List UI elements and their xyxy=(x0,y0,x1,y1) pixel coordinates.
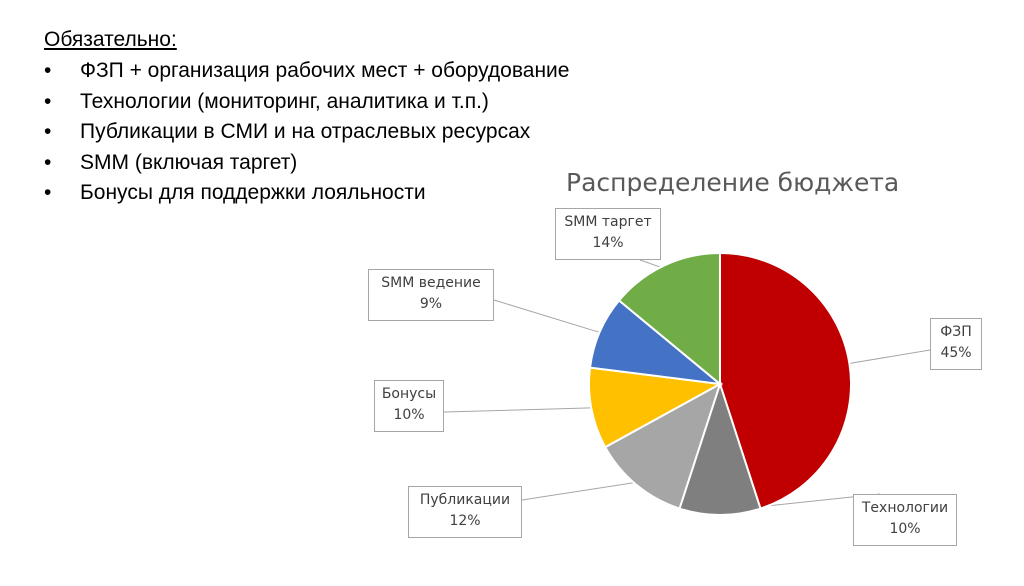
data-label: SMM таргет 14% xyxy=(555,208,661,260)
bullet-list: • ФЗП + организация рабочих мест + оборуд… xyxy=(44,56,644,209)
bullet-dot: • xyxy=(44,150,52,174)
bullet-text: Бонусы для поддержки лояльности xyxy=(80,181,426,204)
bullet-dot: • xyxy=(44,59,52,82)
bullet-item: • SMM (включая таргет) xyxy=(44,148,644,179)
slice-name: Публикации xyxy=(419,492,511,508)
pie-slice xyxy=(588,366,724,449)
bullet-dot: • xyxy=(44,120,52,143)
data-label: Публикации 12% xyxy=(408,486,522,538)
bullet-item: • Публикации в СМИ и на отраслевых ресурс… xyxy=(44,117,644,148)
data-label: Бонусы 10% xyxy=(374,380,444,432)
chart-title: Распределение бюджета xyxy=(566,168,900,197)
slice-percent: 10% xyxy=(393,407,425,423)
bullet-dot: • xyxy=(44,89,52,113)
pie-slice xyxy=(719,251,852,510)
bullet-text: Технологии (мониторинг, аналитика и т.п.… xyxy=(80,89,489,113)
pie-slice xyxy=(617,251,721,387)
pie-slice xyxy=(678,380,762,516)
text-block: Обязательно: • ФЗП + организация рабочих … xyxy=(44,26,644,209)
slice-percent: 10% xyxy=(889,521,921,537)
slide-heading: Обязательно: xyxy=(44,28,177,51)
slice-name: SMM ведение xyxy=(381,275,481,291)
bullet-dot: • xyxy=(44,181,52,204)
slice-name: ФЗП xyxy=(940,324,972,340)
leader-line xyxy=(493,299,604,335)
leader-line xyxy=(521,481,640,501)
slice-name: Бонусы xyxy=(381,386,437,402)
data-label: Технологии 10% xyxy=(853,494,957,546)
bullet-text: ФЗП + организация рабочих мест + оборудо… xyxy=(80,59,570,82)
pie-slice xyxy=(603,381,722,510)
slice-percent: 14% xyxy=(592,235,624,251)
slice-percent: 45% xyxy=(940,345,972,361)
slice-name: Технологии xyxy=(861,500,949,516)
slice-percent: 12% xyxy=(449,513,481,529)
bullet-text: SMM (включая таргет) xyxy=(80,150,298,174)
leader-line xyxy=(845,349,931,365)
leader-line xyxy=(443,407,596,413)
bullet-item: • Технологии (мониторинг, аналитика и т.п… xyxy=(44,87,644,118)
bullet-item: • ФЗП + организация рабочих мест + оборуд… xyxy=(44,56,644,87)
pie-slices xyxy=(588,251,852,516)
bullet-text: Публикации в СМИ и на отраслевых ресурса… xyxy=(80,120,531,143)
slice-name: SMM таргет xyxy=(564,214,652,230)
slice-percent: 9% xyxy=(419,296,443,312)
bullet-item: • Бонусы для поддержки лояльности xyxy=(44,178,644,209)
data-label: ФЗП 45% xyxy=(930,318,982,370)
data-label: SMM ведение 9% xyxy=(368,269,494,321)
